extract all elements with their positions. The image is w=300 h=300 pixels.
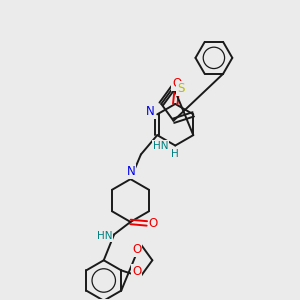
Text: N: N xyxy=(127,165,136,178)
Text: O: O xyxy=(149,217,158,230)
Text: O: O xyxy=(132,265,142,278)
Text: H: H xyxy=(171,149,178,159)
Text: O: O xyxy=(132,243,142,256)
Text: O: O xyxy=(172,76,182,90)
Text: HN: HN xyxy=(97,231,112,241)
Text: HN: HN xyxy=(153,140,168,151)
Text: N: N xyxy=(146,105,155,118)
Text: S: S xyxy=(177,82,184,95)
